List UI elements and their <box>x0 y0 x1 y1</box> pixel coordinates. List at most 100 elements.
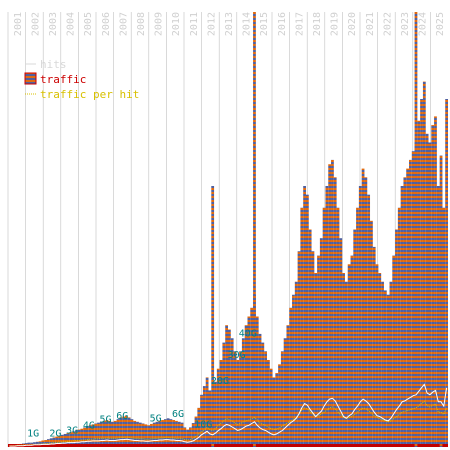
traffic-bar <box>317 255 320 447</box>
traffic-bar <box>97 422 100 447</box>
traffic-bar <box>155 421 159 447</box>
traffic-bar <box>233 351 237 447</box>
traffic-bar <box>46 439 50 447</box>
traffic-bar <box>406 168 410 447</box>
traffic-bar <box>186 429 190 447</box>
legend-traffic-swatch <box>24 72 37 85</box>
traffic-bar <box>161 420 164 447</box>
traffic-bar <box>208 390 212 447</box>
traffic-bar <box>138 422 142 447</box>
traffic-bar <box>230 338 234 447</box>
traffic-spike <box>253 12 256 447</box>
traffic-bar <box>94 423 98 447</box>
traffic-bar <box>214 381 217 447</box>
traffic-bar <box>83 427 86 447</box>
traffic-bar <box>85 426 89 447</box>
traffic-bar <box>219 360 223 447</box>
traffic-bar <box>72 431 75 447</box>
traffic-bar <box>222 342 226 447</box>
traffic-bar <box>191 423 195 447</box>
traffic-bar <box>69 432 73 447</box>
legend-label: traffic <box>40 73 86 86</box>
traffic-bar <box>392 255 396 447</box>
size-label: 40G <box>239 328 257 339</box>
traffic-bar <box>434 116 437 448</box>
traffic-bar <box>225 325 228 447</box>
traffic-bar <box>411 151 415 447</box>
traffic-bar <box>261 342 265 447</box>
traffic-bar <box>236 360 240 447</box>
traffic-bar <box>344 281 348 447</box>
size-label: 6G <box>172 409 184 420</box>
traffic-bar <box>305 194 309 447</box>
traffic-bar <box>275 373 279 447</box>
year-label: 2018 <box>312 12 323 36</box>
traffic-bar <box>331 159 334 447</box>
year-label: 2008 <box>136 12 147 36</box>
year-label: 2022 <box>382 12 393 36</box>
traffic-bar <box>102 420 106 447</box>
traffic-bar <box>266 360 270 447</box>
traffic-bar <box>99 421 103 447</box>
traffic-bar <box>292 294 295 447</box>
traffic-bar <box>172 420 176 447</box>
year-label: 2017 <box>294 12 305 36</box>
traffic-bar <box>303 186 306 447</box>
traffic-bar <box>336 207 340 447</box>
traffic-bar <box>445 99 448 447</box>
traffic-bar <box>175 420 178 447</box>
traffic-bar <box>289 307 293 447</box>
traffic-bar <box>328 164 332 447</box>
traffic-bar <box>400 186 404 447</box>
traffic-bar <box>431 125 435 447</box>
traffic-spike <box>439 155 443 448</box>
traffic-bar <box>239 351 242 447</box>
size-label: 4G <box>83 420 95 431</box>
chart-legend: hits traffic traffic per hit <box>24 58 139 101</box>
traffic-bar <box>353 229 357 447</box>
traffic-spike <box>414 12 418 447</box>
traffic-bar <box>183 427 187 447</box>
traffic-bar <box>361 168 365 447</box>
year-label: 2013 <box>224 12 235 36</box>
traffic-bar <box>314 273 318 447</box>
traffic-bar <box>177 421 181 447</box>
traffic-bar <box>180 422 184 447</box>
traffic-bar <box>169 419 173 447</box>
year-label: 2024 <box>418 12 429 36</box>
traffic-bar <box>163 419 167 447</box>
traffic-bar <box>428 142 432 447</box>
traffic-bar <box>255 316 259 447</box>
traffic-bar <box>105 420 109 447</box>
traffic-bar <box>133 420 137 447</box>
traffic-bar <box>150 423 153 447</box>
size-labels: 1G 2G 3G 4G 5G 6G 5G 6G 10G 20G 30G 40G <box>27 328 257 439</box>
traffic-bar <box>322 207 326 447</box>
traffic-bar <box>108 420 112 447</box>
traffic-bar <box>319 238 323 447</box>
traffic-bar <box>364 177 368 448</box>
legend-label: traffic per hit <box>40 88 139 101</box>
size-label: 5G <box>150 414 162 425</box>
size-label: 6G <box>116 411 128 422</box>
year-label: 2004 <box>66 12 77 36</box>
size-label: 2G <box>49 428 61 439</box>
traffic-bar <box>122 416 125 447</box>
traffic-bar <box>158 420 162 447</box>
year-label: 2019 <box>330 12 341 36</box>
traffic-bar <box>264 351 267 447</box>
traffic-bar <box>41 440 45 447</box>
traffic-bar <box>74 430 78 447</box>
traffic-bar <box>300 207 304 447</box>
traffic-bar <box>358 186 362 447</box>
year-label: 2012 <box>206 12 217 36</box>
legend-label: hits <box>40 58 67 71</box>
traffic-bar <box>144 424 148 447</box>
size-label: 10G <box>194 420 212 431</box>
traffic-bar <box>147 425 151 447</box>
traffic-bar <box>200 394 203 447</box>
traffic-bar <box>403 177 407 448</box>
traffic-bar <box>77 429 81 447</box>
traffic-bar <box>216 368 220 447</box>
year-labels: 2001 2002 2003 2004 2005 2006 2007 2008 2009 2010… <box>13 12 446 36</box>
